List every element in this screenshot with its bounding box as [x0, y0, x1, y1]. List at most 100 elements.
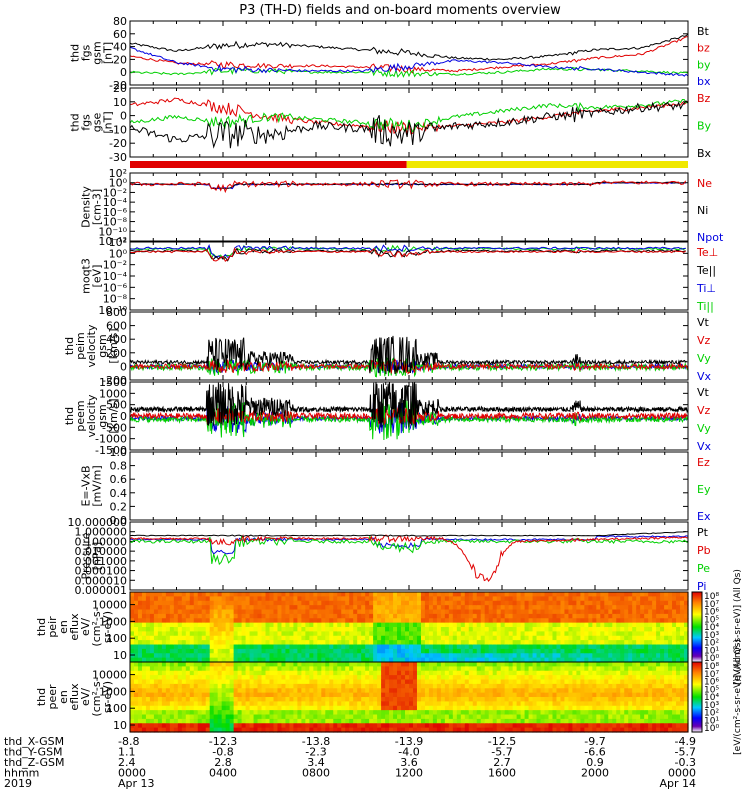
peer-cell [536, 670, 542, 676]
peer-cell [448, 714, 454, 720]
peir-cell [488, 622, 494, 628]
peer-cell [397, 705, 402, 711]
peer-cell [401, 727, 406, 733]
peir-cell [652, 635, 657, 641]
peer-cell [221, 662, 227, 667]
peer-cell [544, 683, 550, 689]
peer-cell [612, 662, 617, 667]
peir-cell [452, 600, 458, 606]
peir-cell [536, 648, 542, 654]
peer-cell [500, 662, 506, 667]
peir-cell [548, 622, 554, 628]
peer-cell [389, 670, 394, 676]
peer-cell [181, 701, 187, 707]
peir-cell [189, 609, 195, 615]
peer-cell [416, 679, 422, 685]
peir-cell [289, 640, 295, 646]
peer-cell [488, 727, 494, 733]
peir-cell [680, 613, 685, 619]
peir-cell [684, 644, 689, 650]
peir-cell [209, 618, 215, 624]
peer-cell [217, 675, 223, 681]
fgs-gsm-ytick-label: -20 [109, 79, 127, 92]
peer-cell [261, 714, 267, 720]
peer-cell [265, 701, 271, 707]
peer-cell [337, 692, 342, 698]
peer-cell [432, 710, 438, 716]
peir-cell [193, 648, 199, 654]
peir-cell [552, 605, 558, 611]
peer-cell [612, 679, 617, 685]
peir-cell [416, 596, 422, 602]
peir-cell [480, 592, 486, 597]
peir-cell [205, 631, 211, 637]
peir-cell [624, 613, 629, 619]
peer-cell [436, 718, 442, 724]
peer-cell [381, 675, 386, 681]
peer-cell [285, 723, 291, 729]
peer-cell [333, 675, 338, 681]
peer-cell [401, 688, 406, 694]
peir-cell [273, 605, 279, 611]
peer-cell [261, 675, 267, 681]
peim-velocity-legend-1: Vz [697, 334, 711, 347]
peer-cell [452, 710, 458, 716]
peir-cell [612, 653, 617, 659]
peer-cell [130, 688, 135, 694]
peir-cell [564, 635, 570, 641]
peir-cell [604, 613, 609, 619]
peir-cell [416, 605, 422, 611]
peer-cell [357, 666, 362, 672]
peir-cell [676, 596, 681, 602]
peir-cell [600, 653, 605, 659]
peir-cell [596, 605, 601, 611]
peer-cell [130, 710, 135, 716]
peer-cell [285, 697, 291, 702]
peer-cell [313, 688, 318, 694]
peer-cell [369, 662, 374, 667]
peer-cell [157, 714, 163, 720]
peer-cell [309, 679, 314, 685]
peer-cell [464, 679, 470, 685]
peer-cell [496, 679, 502, 685]
peer-cell [620, 710, 625, 716]
peer-cell [548, 662, 554, 667]
peir-cell [133, 613, 139, 619]
peir-cell [369, 622, 374, 628]
peir-cell [596, 613, 601, 619]
peer-cell [169, 688, 175, 694]
peir-cell [381, 596, 386, 602]
peir-cell [365, 609, 370, 615]
peer-cell [165, 670, 171, 676]
peer-cell [245, 670, 251, 676]
peir-cell [572, 609, 577, 615]
peir-cell [504, 635, 510, 641]
peer-cell [524, 727, 530, 733]
peir-cell [385, 627, 390, 632]
peir-cell [293, 618, 298, 624]
peir-cell [353, 635, 358, 641]
peir-cell [576, 653, 581, 659]
peer-cell [133, 718, 139, 724]
peir-cell [444, 613, 450, 619]
peir-cell [245, 618, 251, 624]
peer-cell [476, 710, 482, 716]
peer-cell [444, 727, 450, 733]
peer-cell [157, 670, 163, 676]
peer-cell [544, 662, 550, 667]
peir-cell [253, 609, 259, 615]
peer-cell [229, 701, 235, 707]
peir-cell [444, 640, 450, 646]
efield-ylabel-line: [mV/m] [91, 465, 104, 506]
peir-cell [161, 609, 167, 615]
peer-cell [405, 679, 410, 685]
peir-cell [213, 657, 219, 663]
peer-cell [273, 670, 279, 676]
peir-cell [628, 605, 633, 611]
peer-cell [640, 714, 645, 720]
peir-cell [620, 657, 625, 663]
peer-cell [608, 692, 613, 698]
peir-cell [213, 618, 219, 624]
peer-cell [245, 718, 251, 724]
peir-cell [181, 605, 187, 611]
